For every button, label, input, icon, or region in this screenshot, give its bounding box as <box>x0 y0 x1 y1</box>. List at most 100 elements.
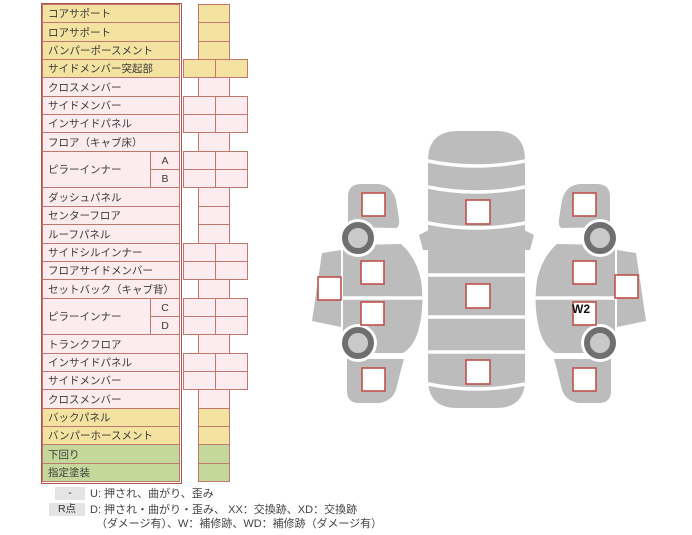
part-label: ピラーインナー <box>48 164 122 176</box>
damage-check-cell[interactable] <box>198 206 230 225</box>
damage-checkbox-ls2[interactable] <box>360 260 385 285</box>
part-label: C <box>161 301 169 314</box>
damage-check-cell[interactable] <box>183 96 216 115</box>
top-view <box>419 131 534 408</box>
damage-checkbox-ls4[interactable] <box>361 367 386 392</box>
damage-mark: W2 <box>572 302 590 316</box>
part-label: ロアサポート <box>48 26 111 39</box>
legend-badge-rpoint: R点 <box>49 503 85 516</box>
part-label: ルーフパネル <box>48 228 111 241</box>
damage-check-cell[interactable] <box>215 151 248 170</box>
damage-check-cell[interactable] <box>215 243 248 262</box>
damage-check-cell[interactable] <box>183 243 216 262</box>
damage-check-cell[interactable] <box>215 261 248 280</box>
damage-check-cell[interactable] <box>215 59 248 78</box>
damage-check-cell[interactable] <box>198 444 230 464</box>
part-label: サイドシルインナー <box>48 247 143 259</box>
damage-check-cell[interactable] <box>183 316 216 335</box>
pillar-sub-cell-D: D <box>150 316 180 335</box>
damage-check-cell[interactable] <box>183 151 216 170</box>
part-row-label: フロア（キャブ床） <box>42 132 180 152</box>
part-label: D <box>161 319 169 332</box>
damage-check-cell[interactable] <box>198 77 230 97</box>
damage-check-cell[interactable] <box>183 261 216 280</box>
legend-badge-minor: - <box>55 487 85 500</box>
damage-check-cell[interactable] <box>198 4 230 23</box>
part-label: インサイドパネル <box>48 118 132 130</box>
part-label: B <box>161 172 169 185</box>
part-label: インサイドパネル <box>48 357 132 369</box>
damage-check-cell[interactable] <box>198 132 230 152</box>
part-row-label: サイドシルインナー <box>42 243 180 262</box>
damage-check-cell[interactable] <box>183 114 216 133</box>
part-row-label: ダッシュパネル <box>42 187 180 207</box>
damage-checkbox-rs4[interactable] <box>572 367 597 392</box>
part-row-label: クロスメンバー <box>42 389 180 409</box>
damage-checkbox-rs5[interactable] <box>614 274 639 299</box>
legend-text-rpoint: D: 押され・曲がり・歪み、 XX：交換跡、XD：交換跡 <box>90 504 358 516</box>
damage-check-cell[interactable] <box>215 371 248 390</box>
damage-check-cell[interactable] <box>215 298 248 317</box>
damage-check-cell[interactable] <box>215 96 248 115</box>
part-label: サイドメンバー <box>48 375 122 387</box>
part-row-label: ピラーインナー <box>42 151 151 188</box>
legend-text-rpoint-cont: （ダメージ有）、W：補修跡、WD：補修跡（ダメージ有） <box>96 518 383 530</box>
pillar-sub-cell-A: A <box>150 151 180 170</box>
part-row-label: ルーフパネル <box>42 224 180 244</box>
damage-check-cell[interactable] <box>198 334 230 354</box>
part-row-label: サイドメンバー <box>42 371 180 390</box>
part-row-label: 下回り <box>42 444 180 464</box>
damage-check-cell[interactable] <box>215 114 248 133</box>
hood-line <box>426 185 527 194</box>
damage-checkbox-ls5[interactable] <box>317 276 342 301</box>
part-label: クロスメンバー <box>48 393 122 406</box>
part-row-label: サイドメンバー <box>42 96 180 115</box>
damage-check-cell[interactable] <box>215 353 248 372</box>
damage-check-cell[interactable] <box>183 169 216 188</box>
damage-checkbox-rs1[interactable] <box>572 192 597 217</box>
part-row-label: ロアサポート <box>42 22 180 42</box>
damage-check-cell[interactable] <box>198 41 230 60</box>
damage-checkbox-tv1[interactable] <box>465 199 491 225</box>
part-label: フロアサイドメンバー <box>48 265 153 277</box>
damage-check-cell[interactable] <box>198 279 230 299</box>
damage-check-cell[interactable] <box>198 463 230 482</box>
damage-checkbox-tv2[interactable] <box>465 283 491 309</box>
part-row-label: 指定塗装 <box>42 463 180 482</box>
damage-check-cell[interactable] <box>198 408 230 427</box>
part-label: フロア（キャブ床） <box>48 136 143 149</box>
damage-check-cell[interactable] <box>215 316 248 335</box>
damage-check-cell[interactable] <box>198 187 230 207</box>
damage-check-cell[interactable] <box>198 224 230 244</box>
part-label: A <box>161 154 169 167</box>
part-row-label: インサイドパネル <box>42 353 180 372</box>
part-row-label: センターフロア <box>42 206 180 225</box>
damage-check-cell[interactable] <box>215 169 248 188</box>
part-row-label: クロスメンバー <box>42 77 180 97</box>
damage-check-cell[interactable] <box>198 22 230 42</box>
damage-check-cell[interactable] <box>183 298 216 317</box>
damage-checkbox-ls1[interactable] <box>361 192 386 217</box>
top-view-left-wing <box>419 230 429 250</box>
part-label: センターフロア <box>48 210 121 222</box>
damage-checkbox-rs2[interactable] <box>572 260 597 285</box>
windshield-line <box>426 221 527 230</box>
damage-checkbox-tv3[interactable] <box>465 359 491 385</box>
part-row-label: サイドメンバー突起部 <box>42 59 180 78</box>
pillar-sub-cell-C: C <box>150 298 180 317</box>
damage-check-cell[interactable] <box>183 353 216 372</box>
damage-check-cell[interactable] <box>198 426 230 445</box>
part-label: トランクフロア <box>48 338 122 351</box>
damage-check-cell[interactable] <box>183 371 216 390</box>
damage-check-cell[interactable] <box>198 389 230 409</box>
damage-check-cell[interactable] <box>183 59 216 78</box>
part-row-label: バックパネル <box>42 408 180 427</box>
damage-checkbox-ls3[interactable] <box>360 301 385 326</box>
rear-window-line <box>426 382 527 391</box>
pillar-sub-cell-B: B <box>150 169 180 188</box>
part-label: サイドメンバー <box>48 100 122 112</box>
damage-checkbox-rs3[interactable] <box>572 301 597 326</box>
part-label: ピラーインナー <box>48 311 122 323</box>
part-label: 下回り <box>48 448 80 461</box>
